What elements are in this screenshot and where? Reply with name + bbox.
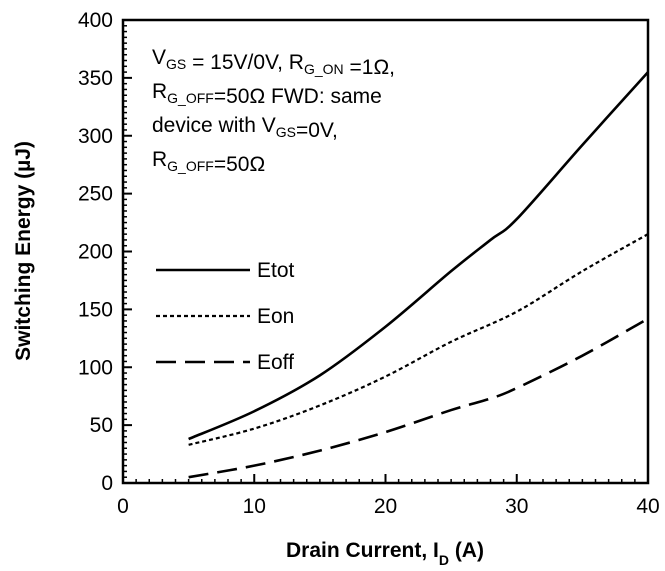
x-axis-title-sub: D: [439, 552, 449, 568]
annotation-text: = 15V/0V, R: [186, 51, 304, 74]
series-line-eon: [188, 233, 649, 446]
y-axis-title: Switching Energy (µJ): [12, 141, 35, 361]
y-tick-label: 100: [78, 356, 113, 379]
annotation-subscript: G_OFF: [167, 158, 214, 174]
annotation-subscript: G_ON: [304, 61, 344, 77]
legend: Etot Eon Eoff: [156, 259, 295, 374]
x-tick-label: 0: [117, 495, 129, 518]
annotation-text: R: [152, 80, 167, 103]
major-ticks: [122, 19, 649, 484]
x-axis-title-unit: (A): [449, 539, 484, 562]
annotation-line-1: VGS = 15V/0V, RG_ON =1Ω,: [152, 46, 395, 79]
x-tick-label: 20: [374, 495, 397, 518]
y-tick-label: 350: [78, 67, 113, 90]
annotation-text: R: [152, 148, 167, 171]
annotation-text: =50Ω: [214, 153, 265, 176]
legend-label-eon: Eon: [257, 305, 294, 328]
legend-label-eoff: Eoff: [257, 351, 294, 374]
y-tick-label: 250: [78, 183, 113, 206]
x-axis-title: Drain Current, ID (A): [286, 539, 484, 568]
conditions-annotation: VGS = 15V/0V, RG_ON =1Ω,RG_OFF=50Ω FWD: …: [152, 46, 395, 176]
annotation-line-3: device with VGS=0V,: [152, 114, 338, 142]
annotation-text: =0V,: [296, 119, 338, 142]
annotation-text: =1Ω,: [344, 56, 395, 79]
x-tick-label: 30: [505, 495, 528, 518]
annotation-line-2: RG_OFF=50Ω FWD: same: [152, 80, 382, 108]
y-tick-label: 150: [78, 298, 113, 321]
annotation-text: =50Ω FWD: same: [214, 85, 382, 108]
y-tick-label: 0: [101, 472, 113, 495]
annotation-text: V: [152, 46, 166, 69]
legend-label-etot: Etot: [257, 259, 295, 282]
x-axis-title-main: Drain Current, I: [286, 539, 439, 562]
annotation-subscript: GS: [166, 56, 186, 72]
y-tick-label: 300: [78, 125, 113, 148]
y-tick-label: 50: [90, 414, 113, 437]
x-tick-label: 10: [243, 495, 266, 518]
tick-labels: 0 50 100 150 200 250 300 350 400 0 10 20 30 40: [78, 9, 660, 518]
series-line-etot: [188, 71, 649, 441]
series-line-eoff: [188, 317, 649, 479]
annotation-line-4: RG_OFF=50Ω: [152, 148, 265, 176]
annotation-text: device with V: [152, 114, 276, 137]
series-group: [188, 71, 649, 479]
y-tick-label: 200: [78, 241, 113, 264]
minor-ticks: [123, 25, 636, 483]
x-tick-label: 40: [636, 495, 659, 518]
annotation-subscript: G_OFF: [167, 90, 214, 106]
annotation-subscript: GS: [276, 124, 296, 140]
y-tick-label: 400: [78, 9, 113, 32]
